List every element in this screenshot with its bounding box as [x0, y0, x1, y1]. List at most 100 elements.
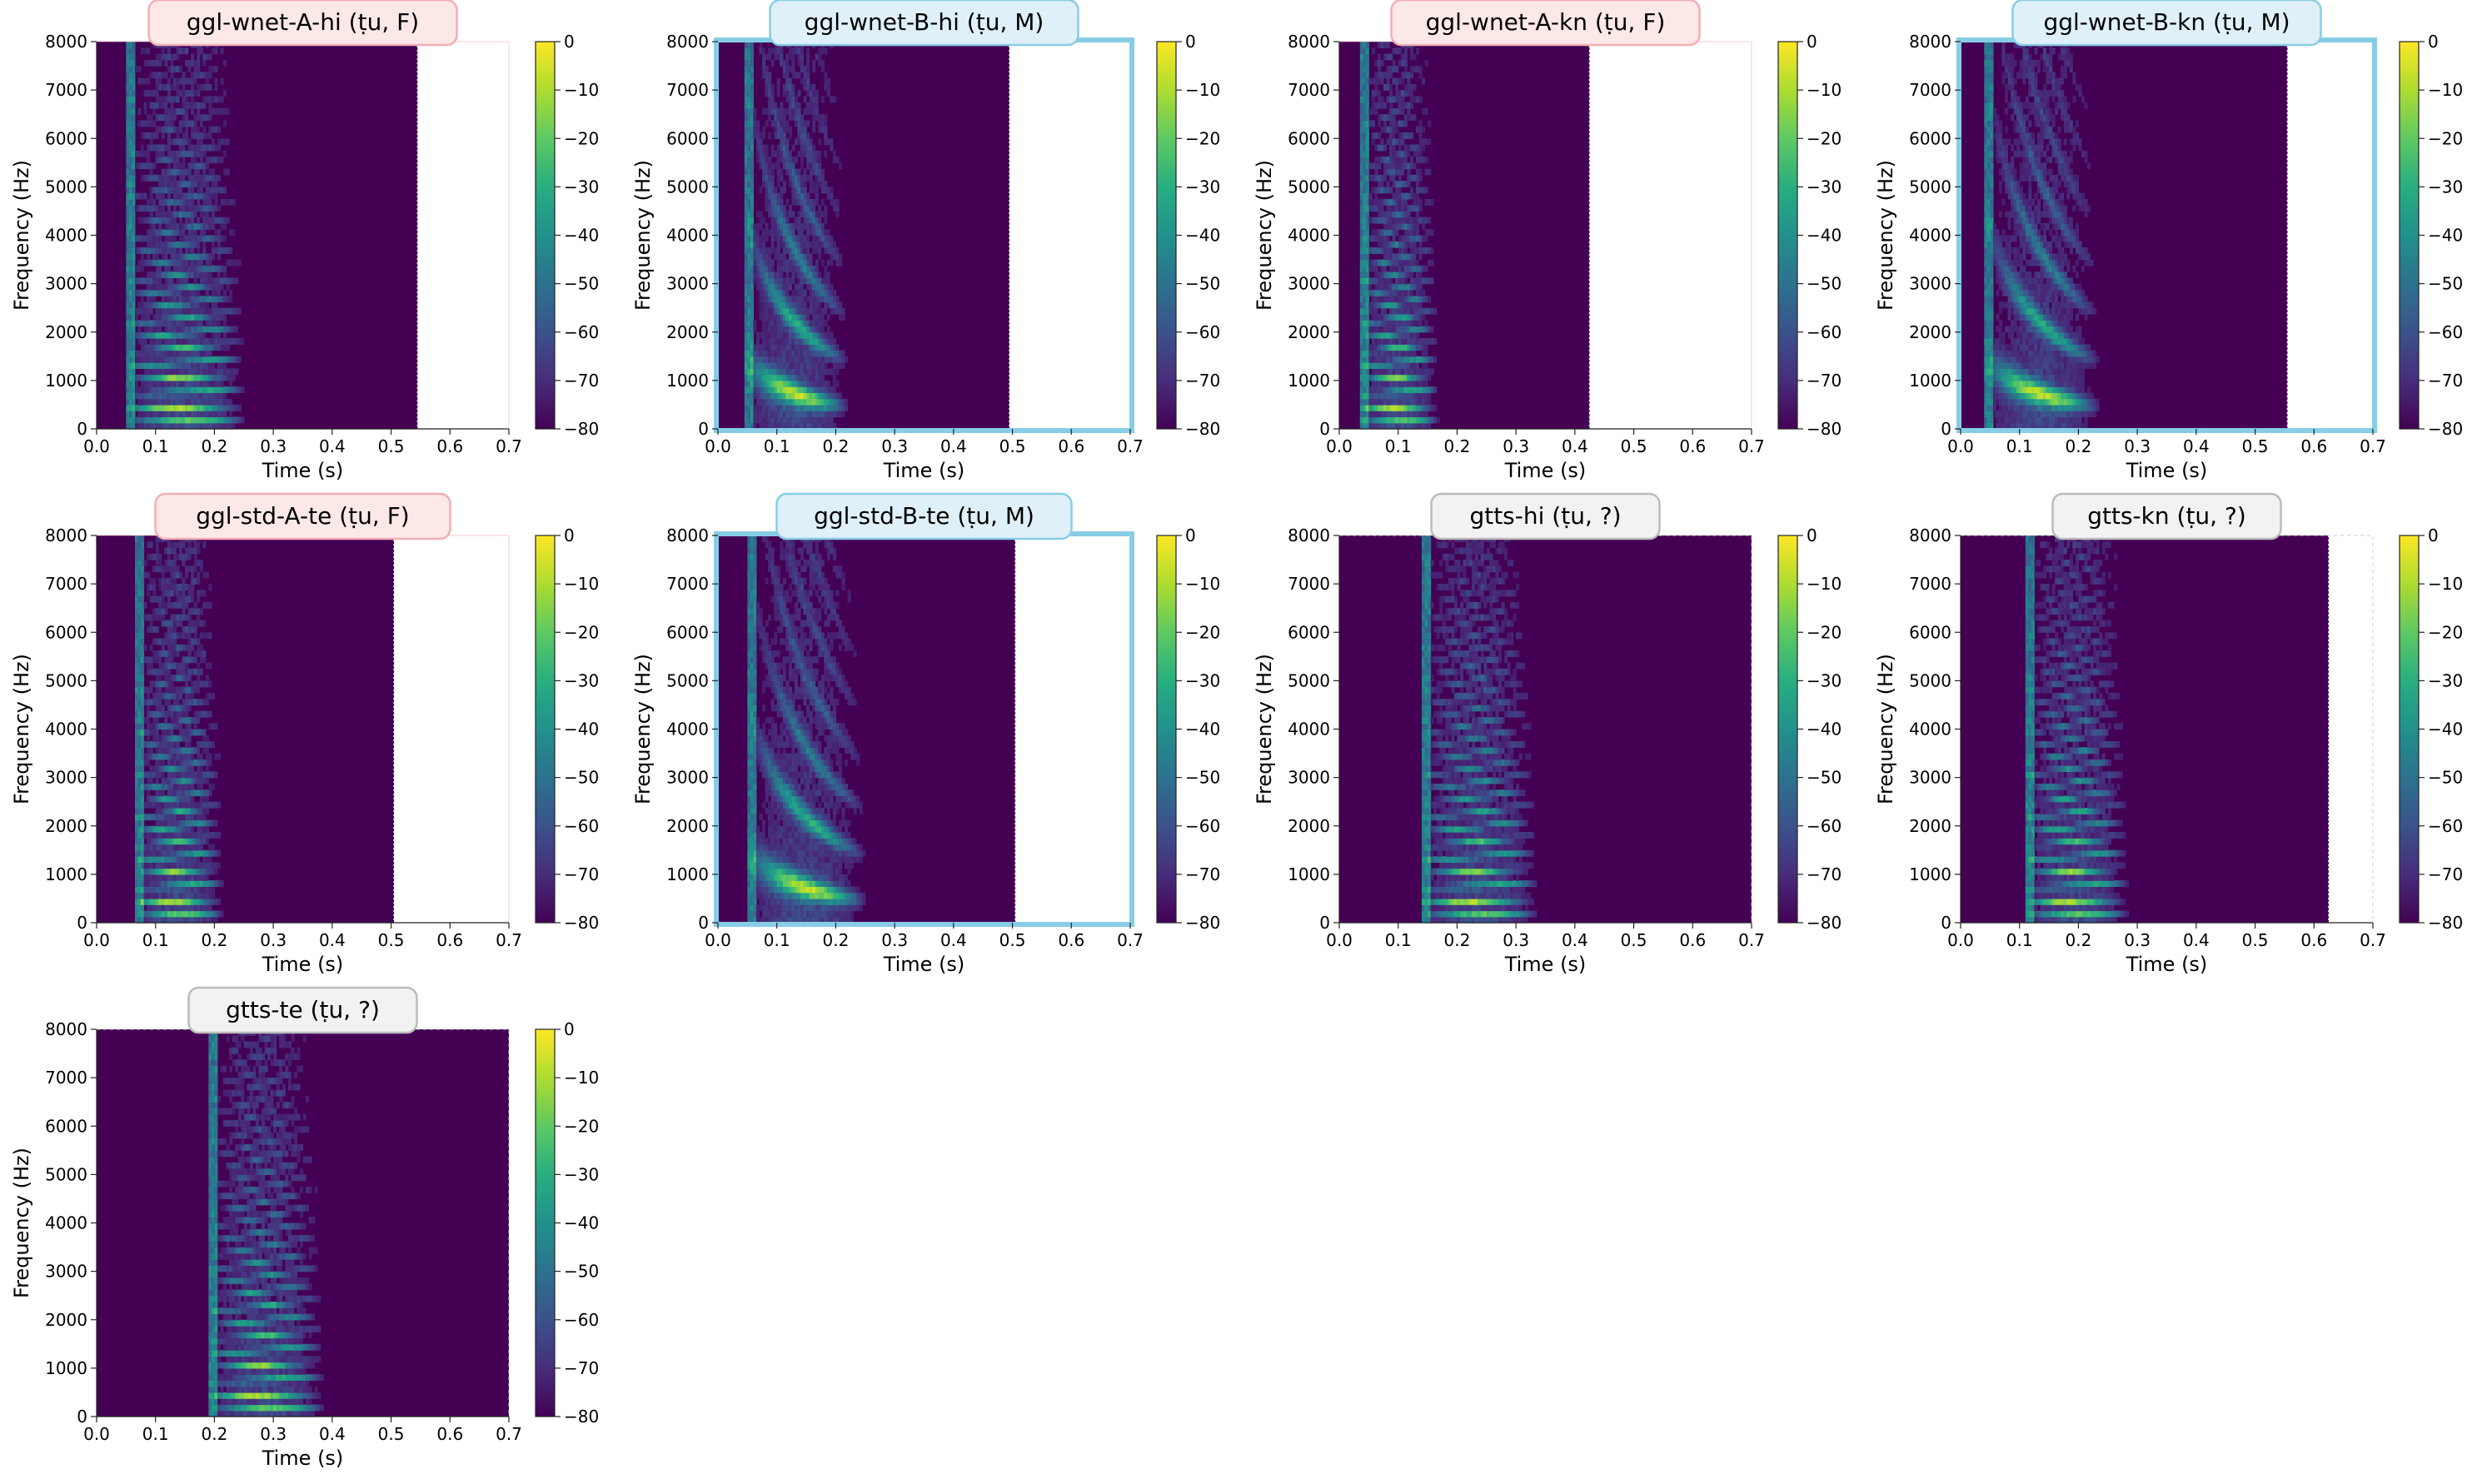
spectrogram-cell: [845, 356, 849, 363]
spectrogram-cell: [1389, 53, 1393, 61]
spectrogram-cell: [1383, 283, 1388, 291]
spectrogram-cell: [1986, 307, 1991, 315]
spectrogram-cell: [1359, 114, 1363, 122]
spectrogram-cell: [147, 120, 151, 127]
spectrogram-cell: [176, 416, 180, 424]
spectrogram-cell: [172, 404, 177, 411]
x-tick-label: 0.4: [940, 436, 967, 456]
spectrogram-cell: [1371, 277, 1375, 285]
spectrogram-cell: [1407, 338, 1411, 345]
y-tick-label: 0: [77, 419, 87, 439]
spectrogram-cell: [818, 223, 822, 230]
spectrogram-cell: [791, 356, 795, 363]
spectrogram-cell: [1368, 259, 1373, 266]
spectrogram-cell: [199, 187, 203, 194]
spectrogram-cell: [800, 416, 805, 424]
spectrogram-cell: [1378, 368, 1382, 376]
spectrogram-cell: [1990, 289, 1994, 296]
spectrogram-cell: [768, 326, 772, 333]
spectrogram-cell: [1996, 411, 2000, 418]
spectrogram-cell: [1380, 96, 1384, 103]
spectrogram-cell: [806, 362, 810, 369]
spectrogram-cell: [137, 416, 142, 424]
spectrogram-cell: [824, 289, 828, 296]
spectrogram-cell: [202, 416, 207, 424]
spectrogram-cell: [197, 150, 201, 157]
spectrogram-cell: [235, 368, 239, 376]
spectrogram-cell: [1383, 331, 1388, 339]
spectrogram-cell: [128, 247, 132, 254]
spectrogram-cell: [155, 362, 159, 369]
spectrogram-cell: [1365, 331, 1369, 339]
spectrogram-cell: [211, 374, 215, 381]
spectrogram-cell: [1386, 223, 1390, 230]
spectrogram-cell: [126, 144, 130, 152]
spectrogram-cell: [774, 229, 778, 237]
spectrogram-cell: [830, 301, 834, 309]
spectrogram-cell: [782, 314, 786, 321]
spectrogram-cell: [205, 132, 209, 139]
spectrogram-cell: [818, 217, 822, 224]
spectrogram-cell: [759, 138, 763, 146]
spectrogram-cell: [1398, 211, 1402, 218]
spectrogram-cell: [1378, 102, 1382, 109]
spectrogram-cell: [217, 380, 222, 387]
spectrogram-cell: [797, 72, 801, 79]
spectrogram-cell: [149, 416, 153, 424]
spectrogram-cell: [1999, 241, 2003, 248]
spectrogram-cell: [774, 198, 778, 206]
spectrogram-cell: [750, 326, 754, 333]
spectrogram-cell: [788, 253, 792, 261]
spectrogram-cell: [1363, 296, 1367, 303]
spectrogram-cell: [841, 350, 845, 357]
spectrogram-cell: [788, 301, 792, 309]
spectrogram-cell: [1984, 398, 1988, 406]
spectrogram-cell: [1368, 416, 1373, 424]
spectrogram-cell: [1374, 331, 1378, 339]
spectrogram-cell: [193, 392, 197, 400]
spectrogram-cell: [812, 126, 816, 133]
spectrogram-cell: [1378, 416, 1382, 424]
spectrogram-cell: [782, 416, 786, 424]
spectrogram-cell: [744, 386, 748, 393]
spectrogram-cell: [202, 356, 207, 363]
spectrogram-cell: [170, 283, 174, 291]
spectrogram-cell: [1365, 411, 1369, 418]
spectrogram-cell: [187, 265, 192, 272]
spectrogram-cell: [1992, 380, 1996, 387]
spectrogram-cell: [750, 132, 754, 139]
spectrogram-cell: [832, 356, 836, 363]
spectrogram-cell: [809, 187, 813, 194]
spectrogram-cell: [1359, 368, 1363, 376]
spectrogram-cell: [1407, 174, 1411, 182]
spectrogram-cell: [126, 392, 130, 400]
spectrogram-cell: [1383, 223, 1388, 230]
spectrogram-cell: [176, 223, 180, 230]
spectrogram-cell: [164, 331, 168, 339]
spectrogram-cell: [824, 83, 828, 91]
spectrogram-cell: [803, 320, 807, 327]
spectrogram-cell: [172, 174, 177, 182]
spectrogram-cell: [839, 162, 843, 170]
spectrogram-cell: [167, 296, 171, 303]
spectrogram-cell: [765, 107, 769, 115]
spectrogram-cell: [208, 259, 212, 266]
spectrogram-cell: [1363, 368, 1367, 376]
spectrogram-cell: [1398, 90, 1402, 97]
spectrogram-cell: [744, 320, 748, 327]
spectrogram-cell: [161, 181, 165, 187]
spectrogram-cell: [1365, 307, 1369, 315]
spectrogram-cell: [167, 301, 171, 309]
spectrogram-cell: [185, 138, 189, 146]
spectrogram-cell: [820, 120, 825, 127]
spectrogram-cell: [155, 265, 159, 272]
spectrogram-cell: [176, 422, 180, 430]
spectrogram-cell: [147, 289, 151, 296]
spectrogram-cell: [170, 211, 174, 218]
spectrogram-cell: [780, 211, 784, 218]
spectrogram-cell: [1992, 344, 1996, 351]
spectrogram-cell: [161, 102, 165, 109]
spectrogram-cell: [759, 271, 763, 278]
spectrogram-cell: [164, 198, 168, 206]
spectrogram-cell: [809, 301, 813, 309]
